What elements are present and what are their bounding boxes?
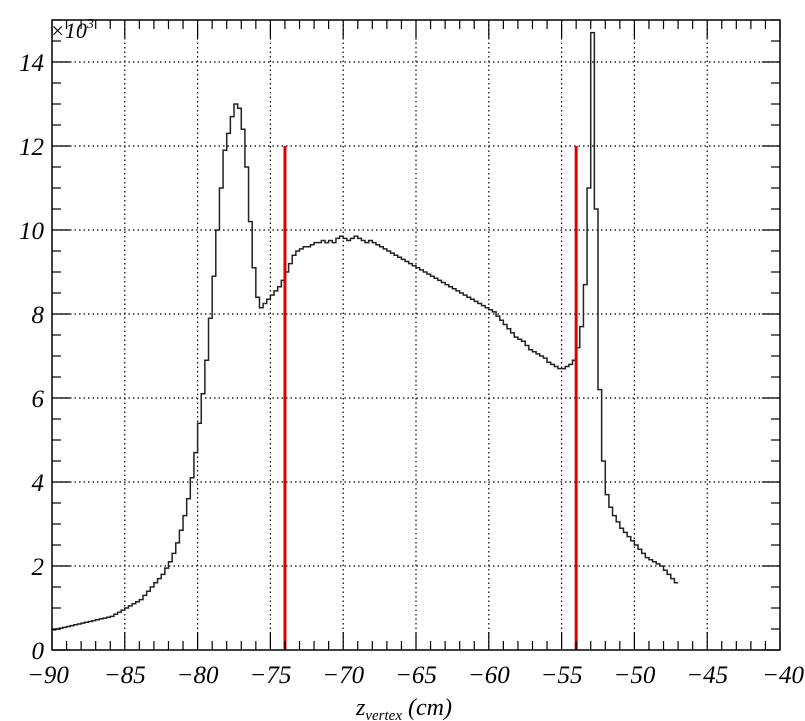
histogram-series [52, 31, 679, 631]
y-tick-label: 8 [32, 302, 45, 329]
x-axis-title-main: z [355, 695, 366, 721]
histogram [52, 31, 679, 631]
y-tick-label: 12 [19, 134, 44, 161]
y-multiplier: ×103 [50, 17, 94, 43]
y-tick-label: 2 [32, 554, 45, 581]
y-tick-label: 6 [32, 386, 45, 413]
x-axis-title: zvertex (cm) [355, 695, 452, 721]
y-tick-label: 14 [19, 50, 44, 77]
x-tick-label: −75 [249, 662, 291, 689]
x-tick-label: −70 [322, 662, 364, 689]
x-tick-label: −65 [395, 662, 437, 689]
x-tick-label: −85 [104, 662, 146, 689]
x-tick-label: −60 [468, 662, 510, 689]
y-tick-label: 0 [32, 638, 45, 665]
axis-ticks [51, 19, 781, 651]
x-tick-labels: −90 −85 −80 −75 −70 −65 −60 −55 −50 −45 −40 [27, 662, 804, 689]
y-multiplier-base: ×10 [50, 18, 87, 43]
y-multiplier-exp: 3 [86, 17, 94, 32]
x-tick-label: −40 [762, 662, 804, 689]
y-tick-labels: 0 2 4 6 8 10 12 14 [19, 50, 45, 665]
y-tick-label: 4 [32, 470, 45, 497]
x-axis-title-unit: (cm) [402, 695, 452, 721]
x-tick-label: −90 [27, 662, 69, 689]
x-tick-label: −45 [686, 662, 728, 689]
x-axis-title-sub: vertex [365, 708, 402, 721]
x-tick-label: −50 [613, 662, 655, 689]
grid-lines [52, 20, 780, 650]
x-tick-label: −55 [541, 662, 583, 689]
y-tick-label: 10 [19, 218, 45, 245]
cut-lines [283, 146, 578, 650]
x-tick-label: −80 [177, 662, 219, 689]
